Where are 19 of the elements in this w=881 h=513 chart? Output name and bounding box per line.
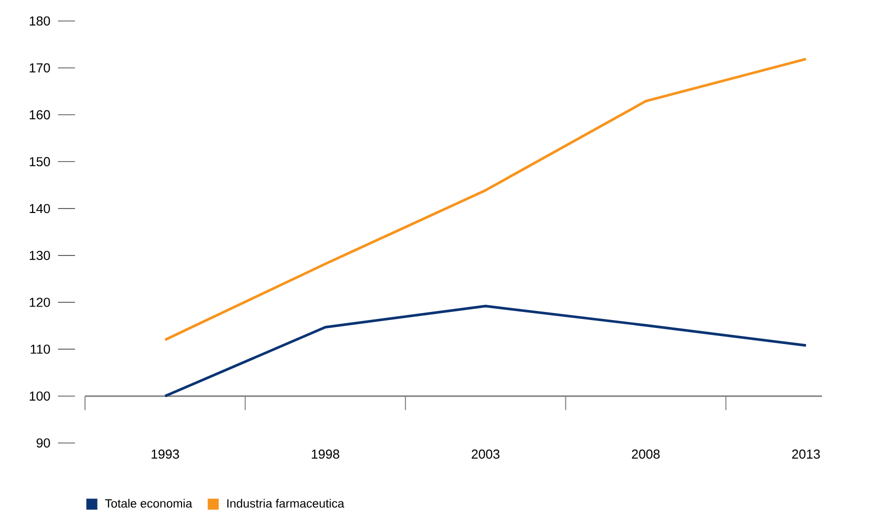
x-tick-label: 2013: [792, 450, 820, 459]
x-tick-label: 2003: [472, 450, 500, 459]
y-tick-label: 180: [30, 16, 50, 26]
line-series: [164, 58, 808, 342]
x-tick-label: 2008: [632, 450, 660, 459]
y-tick-label: 160: [30, 110, 50, 120]
legend-label: Industria farmaceutica: [227, 498, 344, 508]
y-tick-label: 110: [30, 344, 50, 354]
x-tick-label: 1993: [152, 450, 180, 459]
y-tick-label: 140: [30, 204, 50, 214]
y-tick-label: 100: [30, 391, 50, 401]
legend-label: Totale economia: [105, 498, 192, 508]
y-tick-label: 90: [36, 438, 50, 448]
y-tick-label: 170: [30, 63, 50, 72]
y-tick-label: 150: [30, 157, 50, 166]
y-tick-label: 120: [30, 298, 50, 307]
x-tick-label: 1998: [312, 450, 340, 459]
line-series: [164, 304, 808, 398]
y-tick-label: 130: [30, 250, 50, 260]
